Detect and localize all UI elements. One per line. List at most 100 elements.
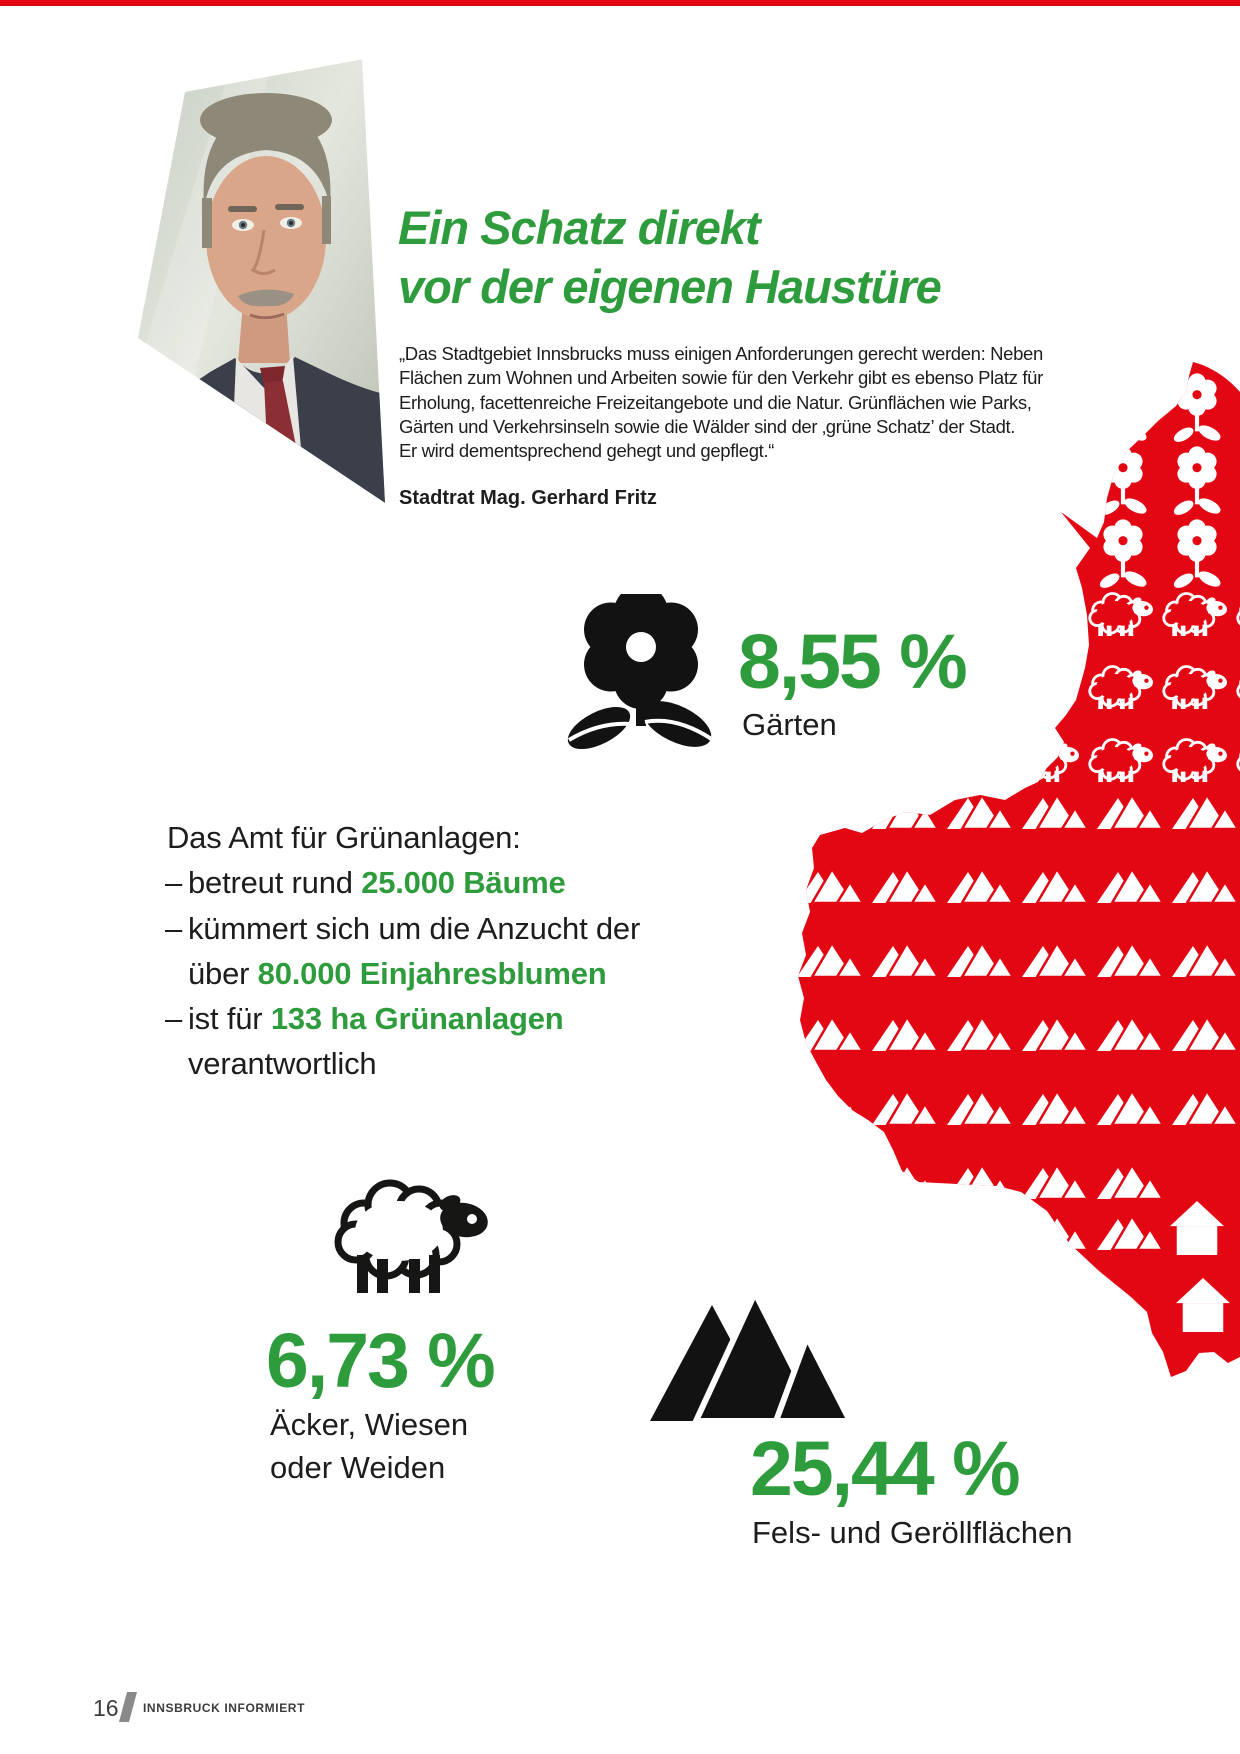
house-icon [1170,1201,1224,1255]
map-shape [798,362,1240,1377]
mountain-icon [872,869,938,903]
footer-divider-bar [118,1692,138,1722]
mountain-icon [798,869,863,903]
fact-text: kümmert sich um die Anzucht der [188,910,641,946]
sheep-icon [1014,665,1082,709]
mountain-icon [947,943,1013,977]
gardens-percentage: 8,55 % [738,619,968,705]
page-number: 16 [93,1695,119,1721]
mountain-icon [798,1017,863,1051]
bullet-dash: – [165,1001,183,1037]
mountain-icon [947,869,1013,903]
mountain-icon [1097,795,1163,829]
mountain-icon [947,1017,1013,1051]
quote-line: „Das Stadtgebiet Innsbrucks muss einigen… [399,343,1043,364]
sheep-icon [1088,592,1156,636]
sheep-icon [1088,665,1156,709]
mountain-icon [1097,1017,1163,1051]
mountain-icon [1022,1017,1088,1051]
fact-item: – kümmert sich um die Anzucht der [165,906,640,951]
mountain-icon [1172,1091,1238,1125]
quote-line: Gärten und Verkehrsinseln sowie die Wäld… [399,415,1016,437]
flower-icon [1024,519,1074,589]
flower-icon [1098,373,1148,443]
fact-text: verantwortlich [188,1046,377,1082]
mountain-icon [798,943,863,977]
mountain-icon [872,1091,938,1125]
mountain-icon [872,795,938,829]
facts-intro: Das Amt für Grünanlagen: [167,820,521,855]
mountain-icon [1097,1165,1163,1199]
sheep-icon [1088,738,1156,782]
fields-label: Äcker, Wiesen oder Weiden [270,1403,468,1489]
fields-label-line1: Äcker, Wiesen [270,1407,469,1442]
mountain-icon [1022,869,1088,903]
magazine-name: INNSBRUCK INFORMIERT [143,1701,305,1715]
flower-icon [567,594,715,750]
facts-list: Das Amt für Grünanlagen: – betreut rund 2… [165,815,640,1087]
page-title: Ein Schatz direkt vor der eigenen Haustür… [398,198,942,316]
top-red-bar [0,0,1240,6]
mountain-icon [947,1091,1013,1125]
flower-icon [1172,519,1222,589]
quote-line: Er wird dementsprechend gehegt und gepfl… [399,440,775,462]
fact-highlight: 80.000 Einjahresblumen [257,955,607,991]
mountain-icon [1097,1216,1163,1250]
mountain-icon [1172,943,1238,977]
fields-percentage: 6,73 % [266,1318,496,1404]
mountains-icon [650,1293,854,1421]
mountain-icon [1097,943,1163,977]
sheep-icon [1162,665,1230,709]
mountain-icon [872,1017,938,1051]
fact-highlight: 133 ha Grünanlagen [270,1001,564,1037]
mountain-icon [1022,1216,1088,1250]
rocks-label: Fels- und Geröllflächen [752,1515,1073,1550]
mountain-icon [1022,1165,1088,1199]
mountain-icon [872,1165,938,1199]
flower-icon [1098,519,1148,589]
flower-icon [1098,446,1148,516]
gardens-label: Gärten [742,707,837,742]
fact-highlight: 25.000 Bäume [361,865,566,901]
flower-icon [1172,446,1222,516]
fact-text: über [188,955,258,991]
mountain-icon [798,795,863,829]
quote-text: „Das Stadtgebiet Innsbrucks muss einigen… [399,342,1043,463]
page-title-line2: vor der eigenen Haustüre [398,260,942,313]
sheep-icon [1162,738,1230,782]
page-title-line1: Ein Schatz direkt [398,201,761,254]
mountain-icon [1172,1017,1238,1051]
mountain-icon [947,795,1013,829]
sheep-icon [1014,592,1082,636]
portrait-photo [138,59,385,503]
mountain-icon [1022,943,1088,977]
quote-author: Stadtrat Mag. Gerhard Fritz [399,487,657,509]
mountain-icon [1022,1091,1088,1125]
fact-item-continued: über 80.000 Einjahresblumen [165,951,640,996]
sheep-icon [334,1179,488,1293]
mountain-icon [1172,795,1238,829]
mountain-icon [1097,869,1163,903]
rocks-percentage: 25,44 % [750,1426,1021,1512]
fact-text: ist für [188,1001,271,1037]
fact-item: – betreut rund 25.000 Bäume [165,860,640,905]
mountain-icon [798,1091,863,1125]
fields-label-line2: oder Weiden [270,1450,446,1485]
mountain-icon [1172,869,1238,903]
mountain-icon [947,1165,1013,1199]
quote-line: Erholung, facettenreiche Freizeitangebot… [399,391,1032,413]
mountain-icon [872,943,938,977]
fact-item: – ist für 133 ha Grünanlagen [165,996,640,1041]
fact-item-continued: verantwortlich [165,1041,640,1086]
sheep-icon [1014,738,1082,782]
fact-text: betreut rund [188,865,362,901]
mountain-icon [1022,795,1088,829]
house-icon [1226,1345,1240,1377]
flower-icon [1172,373,1222,443]
bullet-dash: – [165,865,183,901]
sheep-icon [1162,592,1230,636]
mountain-icon [1097,1091,1163,1125]
house-icon [1176,1278,1230,1332]
quote-line: Flächen zum Wohnen und Arbeiten sowie fü… [399,367,1043,389]
bullet-dash: – [165,910,183,946]
